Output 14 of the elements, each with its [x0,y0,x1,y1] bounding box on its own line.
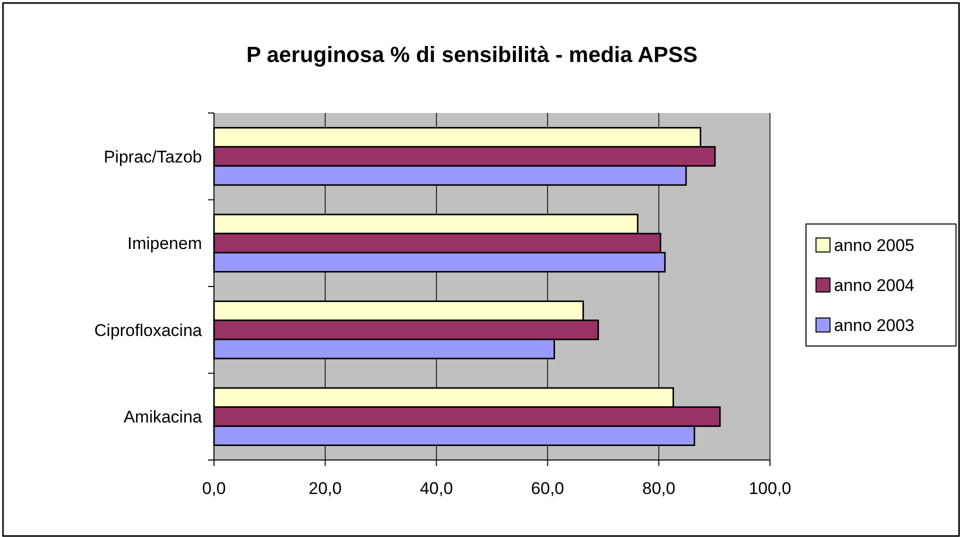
chart-title: P aeruginosa % di sensibilità - media APSS [246,42,698,67]
y-tick-label: Imipenem [127,234,202,254]
legend-label: anno 2004 [834,276,914,295]
x-tick-label: 20,0 [308,479,342,498]
y-tick-label: Piprac/Tazob [104,147,202,166]
legend-label: anno 2005 [834,236,914,255]
x-tick-label: 40,0 [420,479,453,498]
legend-label: anno 2003 [834,316,914,335]
x-tick-label: 100,0 [748,479,792,498]
x-tick-label: 80,0 [642,479,676,498]
y-tick-label: Ciprofloxacina [94,320,203,340]
x-tick-label: 60,0 [531,479,564,498]
x-tick-label: 0,0 [202,479,226,498]
y-tick-label: Amikacina [124,408,203,427]
